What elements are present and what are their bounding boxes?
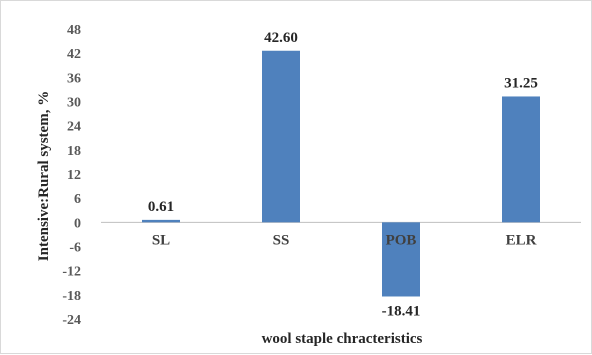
bar-sl — [142, 219, 180, 223]
data-label-pob: -18.41 — [382, 303, 421, 319]
y-tick-label: 12 — [67, 168, 81, 183]
data-labels: 0.61 42.60 -18.41 31.25 — [148, 30, 538, 320]
x-axis-title: wool staple chracteristics — [262, 331, 423, 347]
y-tick-label: -6 — [69, 241, 81, 256]
category-labels: SL SS POB ELR — [152, 232, 537, 248]
bar-elr — [502, 96, 540, 223]
y-tick-label: 18 — [67, 144, 81, 159]
y-tick-label: 24 — [67, 120, 81, 135]
category-label-elr: ELR — [506, 232, 537, 248]
y-tick-label: 42 — [67, 47, 81, 62]
y-tick-label: 30 — [67, 96, 81, 111]
data-label-sl: 0.61 — [148, 199, 174, 215]
category-label-sl: SL — [152, 232, 170, 248]
y-axis-ticks: 48 42 36 30 24 18 12 6 0 -6 -12 -18 -24 — [62, 23, 81, 328]
y-tick-label: 0 — [74, 216, 81, 231]
y-tick-label: 6 — [74, 192, 81, 207]
category-label-ss: SS — [273, 232, 290, 248]
y-tick-label: 36 — [67, 71, 81, 86]
y-axis-title: Intensive:Rural system, % — [36, 91, 52, 261]
data-label-elr: 31.25 — [504, 75, 538, 91]
bar-ss — [262, 50, 300, 223]
y-tick-label: -24 — [62, 313, 81, 328]
bars — [142, 50, 540, 297]
bar-pob — [382, 222, 420, 297]
data-label-ss: 42.60 — [264, 30, 298, 46]
y-tick-label: 48 — [67, 23, 81, 38]
category-label-pob: POB — [386, 232, 417, 248]
y-tick-label: -12 — [62, 265, 81, 280]
y-tick-label: -18 — [62, 289, 81, 304]
